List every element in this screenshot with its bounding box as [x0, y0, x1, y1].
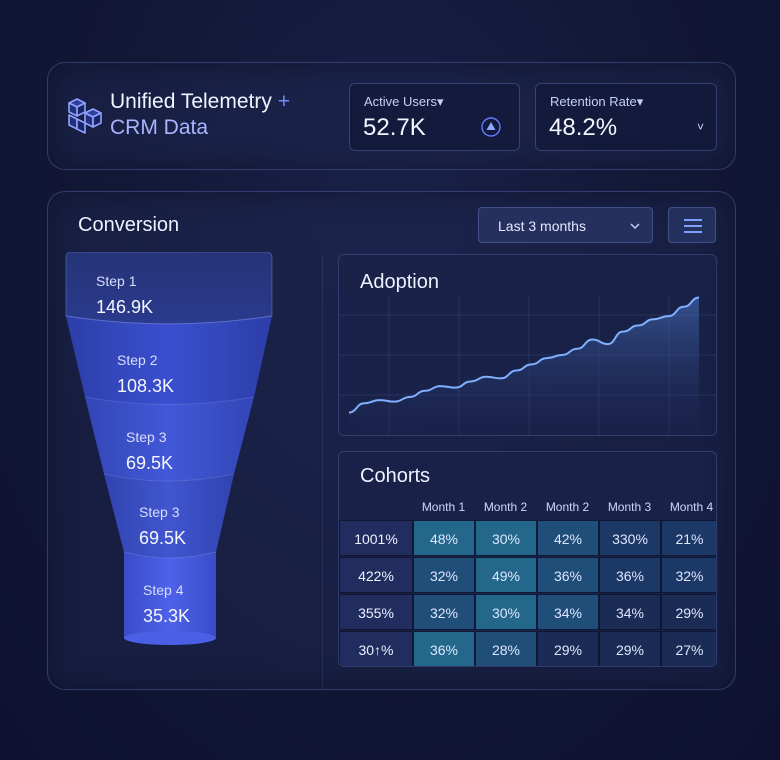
date-range-value: Last 3 months — [498, 218, 586, 234]
funnel-step-4-shape — [124, 552, 216, 644]
adoption-line — [348, 296, 700, 414]
funnel-step-value: 69.5K — [126, 453, 174, 473]
cohort-column-header: Month 2 — [483, 500, 528, 514]
cohort-column-header: Month 2 — [545, 500, 590, 514]
funnel-graphic — [65, 251, 273, 645]
cohort-column-header: Month 1 — [421, 500, 466, 514]
cohort-row-label: 1001% — [339, 520, 413, 556]
funnel-step-value: 35.3K — [143, 606, 191, 626]
cohort-cell[interactable]: 29% — [599, 631, 661, 666]
funnel-step-label: Step 3 — [139, 504, 180, 520]
kpi-value: 52.7K — [363, 114, 426, 141]
triangle-nodes-icon[interactable] — [481, 117, 501, 137]
conversion-funnel: Step 1 146.9K Step 2 108.3K Step 3 69.5K… — [64, 251, 274, 654]
kpi-value: 48.2% — [549, 114, 618, 141]
kpi-active-users[interactable]: Active Users▾ 52.7K — [349, 83, 520, 151]
cohort-row-label: 30↑% — [339, 631, 413, 666]
cohort-cell[interactable]: 49% — [475, 557, 537, 593]
adoption-card: Adoption — [338, 254, 717, 436]
cohort-cell[interactable]: 34% — [537, 594, 599, 630]
cohort-cell[interactable]: 36% — [599, 557, 661, 593]
app-title: Unified Telemetry + CRM Data — [110, 89, 290, 141]
adoption-area — [349, 297, 699, 435]
funnel-step-3-shape — [85, 397, 254, 481]
funnel-step-2-shape — [66, 316, 272, 405]
chevron-down-icon[interactable]: ˅ — [696, 120, 704, 134]
cohort-cell[interactable]: 330% — [599, 520, 661, 556]
cohort-row-label: 422% — [339, 557, 413, 593]
cohorts-title: Cohorts — [360, 465, 431, 487]
date-range-select[interactable]: Last 3 months — [478, 207, 653, 243]
cohort-cell[interactable]: 21% — [661, 520, 716, 556]
cohort-column-header: Month 3 — [607, 500, 652, 514]
cubes-icon — [68, 98, 102, 134]
hamburger-menu-icon — [684, 219, 702, 233]
cohort-row-label: 355% — [339, 594, 413, 630]
cohort-cell[interactable]: 27% — [661, 631, 716, 666]
app-title-line1: Unified Telemetry — [110, 90, 272, 113]
menu-button[interactable] — [668, 207, 716, 243]
adoption-chart — [339, 295, 716, 435]
cohort-cell[interactable]: 42% — [537, 520, 599, 556]
app-title-plus: + — [277, 90, 290, 113]
funnel-step-label: Step 3 — [126, 429, 167, 445]
cohort-column-header: Month 4 — [669, 500, 714, 514]
cohort-cell[interactable]: 29% — [537, 631, 599, 666]
column-divider — [322, 254, 323, 690]
kpi-label: Retention Rate▾ — [550, 94, 644, 109]
app-title-line2: CRM Data — [110, 116, 209, 139]
funnel-step-3b-shape — [104, 474, 234, 558]
funnel-step-label: Step 2 — [117, 352, 158, 368]
cohort-cell[interactable]: 32% — [413, 594, 475, 630]
funnel-step-value: 69.5K — [139, 528, 187, 548]
funnel-step-value: 108.3K — [117, 376, 175, 396]
kpi-retention-rate[interactable]: Retention Rate▾ 48.2% ˅ — [535, 83, 717, 151]
cohort-cell[interactable]: 48% — [413, 520, 475, 556]
main-panel: Conversion Last 3 months — [47, 191, 736, 690]
conversion-title: Conversion — [78, 214, 180, 236]
cohort-cell[interactable]: 29% — [661, 594, 716, 630]
cohort-cell[interactable]: 30% — [475, 594, 537, 630]
cohort-cell[interactable]: 32% — [661, 557, 716, 593]
funnel-step-label: Step 1 — [96, 273, 137, 289]
header-panel: Unified Telemetry + CRM Data Active User… — [47, 62, 736, 170]
adoption-title: Adoption — [360, 271, 439, 293]
chevron-down-icon — [630, 223, 640, 229]
cohort-cell[interactable]: 36% — [413, 631, 475, 666]
cohort-cell[interactable]: 30% — [475, 520, 537, 556]
cohort-cell[interactable]: 32% — [413, 557, 475, 593]
cohorts-card: Cohorts Month 1 Month 2 Month 2 Month 3 Mont… — [338, 451, 717, 667]
kpi-label: Active Users▾ — [364, 94, 444, 109]
funnel-step-label: Step 4 — [143, 582, 184, 598]
cohort-cell[interactable]: 34% — [599, 594, 661, 630]
cohort-cell[interactable]: 28% — [475, 631, 537, 666]
cohort-cell[interactable]: 36% — [537, 557, 599, 593]
funnel-step-value: 146.9K — [96, 297, 154, 317]
